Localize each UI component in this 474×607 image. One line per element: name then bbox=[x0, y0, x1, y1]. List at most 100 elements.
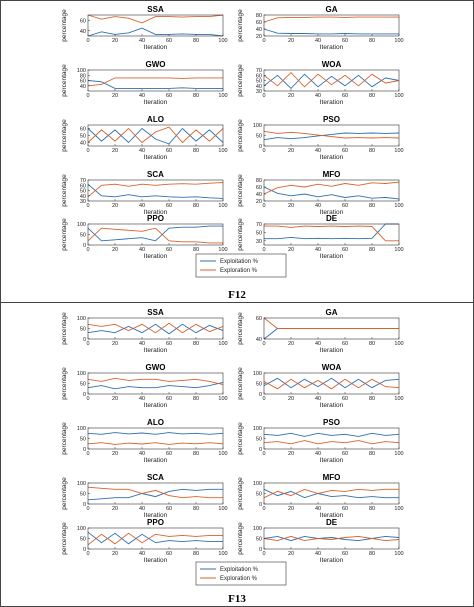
x-tick-label: 40 bbox=[315, 551, 321, 557]
y-tick-label: 50 bbox=[80, 382, 86, 388]
x-axis-label: Iteration bbox=[144, 457, 168, 464]
panel-title: GWO bbox=[146, 60, 166, 69]
x-tick-label: 80 bbox=[369, 38, 375, 44]
x-axis-label: Iteration bbox=[144, 557, 168, 564]
exploitation-line bbox=[263, 328, 399, 340]
x-axis-label: Iteration bbox=[320, 99, 344, 106]
x-tick-label: 40 bbox=[315, 451, 321, 457]
x-tick-label: 40 bbox=[315, 148, 321, 154]
x-tick-label: 100 bbox=[218, 341, 227, 347]
y-tick-label: 70 bbox=[80, 178, 86, 184]
exploration-line bbox=[87, 14, 224, 24]
y-tick-label: 100 bbox=[77, 526, 86, 532]
y-tick-label: 100 bbox=[253, 426, 262, 432]
exploitation-line bbox=[263, 488, 399, 499]
x-tick-label: 40 bbox=[139, 38, 145, 44]
exploration-line bbox=[87, 227, 223, 244]
x-tick-label: 100 bbox=[218, 247, 227, 253]
y-axis-label: percentage bbox=[237, 174, 244, 207]
x-tick-label: 0 bbox=[86, 38, 89, 44]
y-axis-label: percentage bbox=[237, 422, 244, 455]
plot-frame bbox=[87, 69, 224, 92]
y-tick-label: 0 bbox=[83, 447, 86, 453]
y-tick-label: 50 bbox=[80, 492, 86, 498]
y-tick-label: 50 bbox=[256, 537, 262, 543]
x-tick-label: 20 bbox=[112, 551, 118, 557]
x-tick-label: 20 bbox=[288, 551, 294, 557]
exploitation-line bbox=[87, 381, 224, 390]
x-tick-label: 80 bbox=[369, 341, 375, 347]
y-axis-label: percentage bbox=[237, 477, 244, 510]
x-tick-label: 80 bbox=[369, 203, 375, 209]
x-tick-label: 80 bbox=[193, 396, 199, 402]
x-tick-label: 0 bbox=[86, 93, 89, 99]
x-tick-label: 40 bbox=[139, 341, 145, 347]
x-tick-label: 60 bbox=[342, 396, 348, 402]
x-tick-label: 100 bbox=[394, 93, 403, 99]
exploration-line bbox=[87, 532, 223, 546]
exploitation-line bbox=[263, 186, 400, 200]
x-axis-label: Iteration bbox=[320, 44, 344, 51]
exploration-line bbox=[263, 488, 399, 499]
x-tick-label: 100 bbox=[394, 247, 403, 253]
y-tick-label: 40 bbox=[80, 29, 86, 35]
x-tick-label: 0 bbox=[86, 396, 89, 402]
y-axis-label: percentage bbox=[237, 522, 244, 555]
x-tick-label: 100 bbox=[218, 396, 227, 402]
y-axis-label: percentage bbox=[61, 64, 68, 97]
x-tick-label: 20 bbox=[112, 396, 118, 402]
y-tick-label: 60 bbox=[256, 185, 262, 191]
y-tick-label: 40 bbox=[256, 337, 262, 343]
x-tick-label: 60 bbox=[166, 451, 172, 457]
y-tick-label: 40 bbox=[80, 141, 86, 147]
exploration-line bbox=[263, 535, 400, 542]
x-tick-label: 80 bbox=[193, 247, 199, 253]
plot-frame bbox=[87, 482, 224, 505]
y-tick-label: 100 bbox=[77, 316, 86, 322]
x-tick-label: 20 bbox=[112, 451, 118, 457]
plot-frame bbox=[87, 223, 224, 246]
y-tick-label: 50 bbox=[256, 230, 262, 236]
x-tick-label: 100 bbox=[218, 506, 227, 512]
exploitation-line bbox=[87, 488, 223, 501]
x-tick-label: 0 bbox=[86, 506, 89, 512]
x-tick-label: 40 bbox=[315, 247, 321, 253]
panel-title: GWO bbox=[146, 363, 166, 372]
x-tick-label: 60 bbox=[342, 247, 348, 253]
y-tick-label: 0 bbox=[83, 337, 86, 343]
y-axis-label: percentage bbox=[237, 9, 244, 42]
y-tick-label: 50 bbox=[80, 537, 86, 543]
x-tick-label: 60 bbox=[166, 93, 172, 99]
x-tick-label: 60 bbox=[166, 38, 172, 44]
x-tick-label: 60 bbox=[342, 203, 348, 209]
y-axis-label: percentage bbox=[237, 218, 244, 251]
x-axis-label: Iteration bbox=[144, 44, 168, 51]
panel-title: MFO bbox=[323, 473, 341, 482]
x-tick-label: 60 bbox=[166, 396, 172, 402]
x-axis-label: Iteration bbox=[320, 209, 344, 216]
x-tick-label: 60 bbox=[342, 341, 348, 347]
x-tick-label: 80 bbox=[193, 506, 199, 512]
panel-title: SSA bbox=[147, 5, 164, 14]
plot-frame bbox=[263, 69, 400, 92]
panel-title: PPO bbox=[147, 518, 164, 527]
x-tick-label: 60 bbox=[166, 341, 172, 347]
panel-f13-pso: PSO 0 50 100 0 20 40 60 80 100 Iteration percentage bbox=[237, 418, 404, 464]
x-tick-label: 20 bbox=[112, 506, 118, 512]
plot-frame bbox=[87, 427, 224, 450]
plot-frame bbox=[87, 14, 224, 37]
figure-label: F13 bbox=[228, 593, 246, 605]
x-tick-label: 100 bbox=[218, 93, 227, 99]
x-tick-label: 100 bbox=[218, 551, 227, 557]
x-tick-label: 0 bbox=[262, 451, 265, 457]
y-tick-label: 60 bbox=[80, 18, 86, 24]
exploration-line bbox=[87, 322, 224, 334]
x-axis-label: Iteration bbox=[320, 457, 344, 464]
x-tick-label: 60 bbox=[166, 148, 172, 154]
